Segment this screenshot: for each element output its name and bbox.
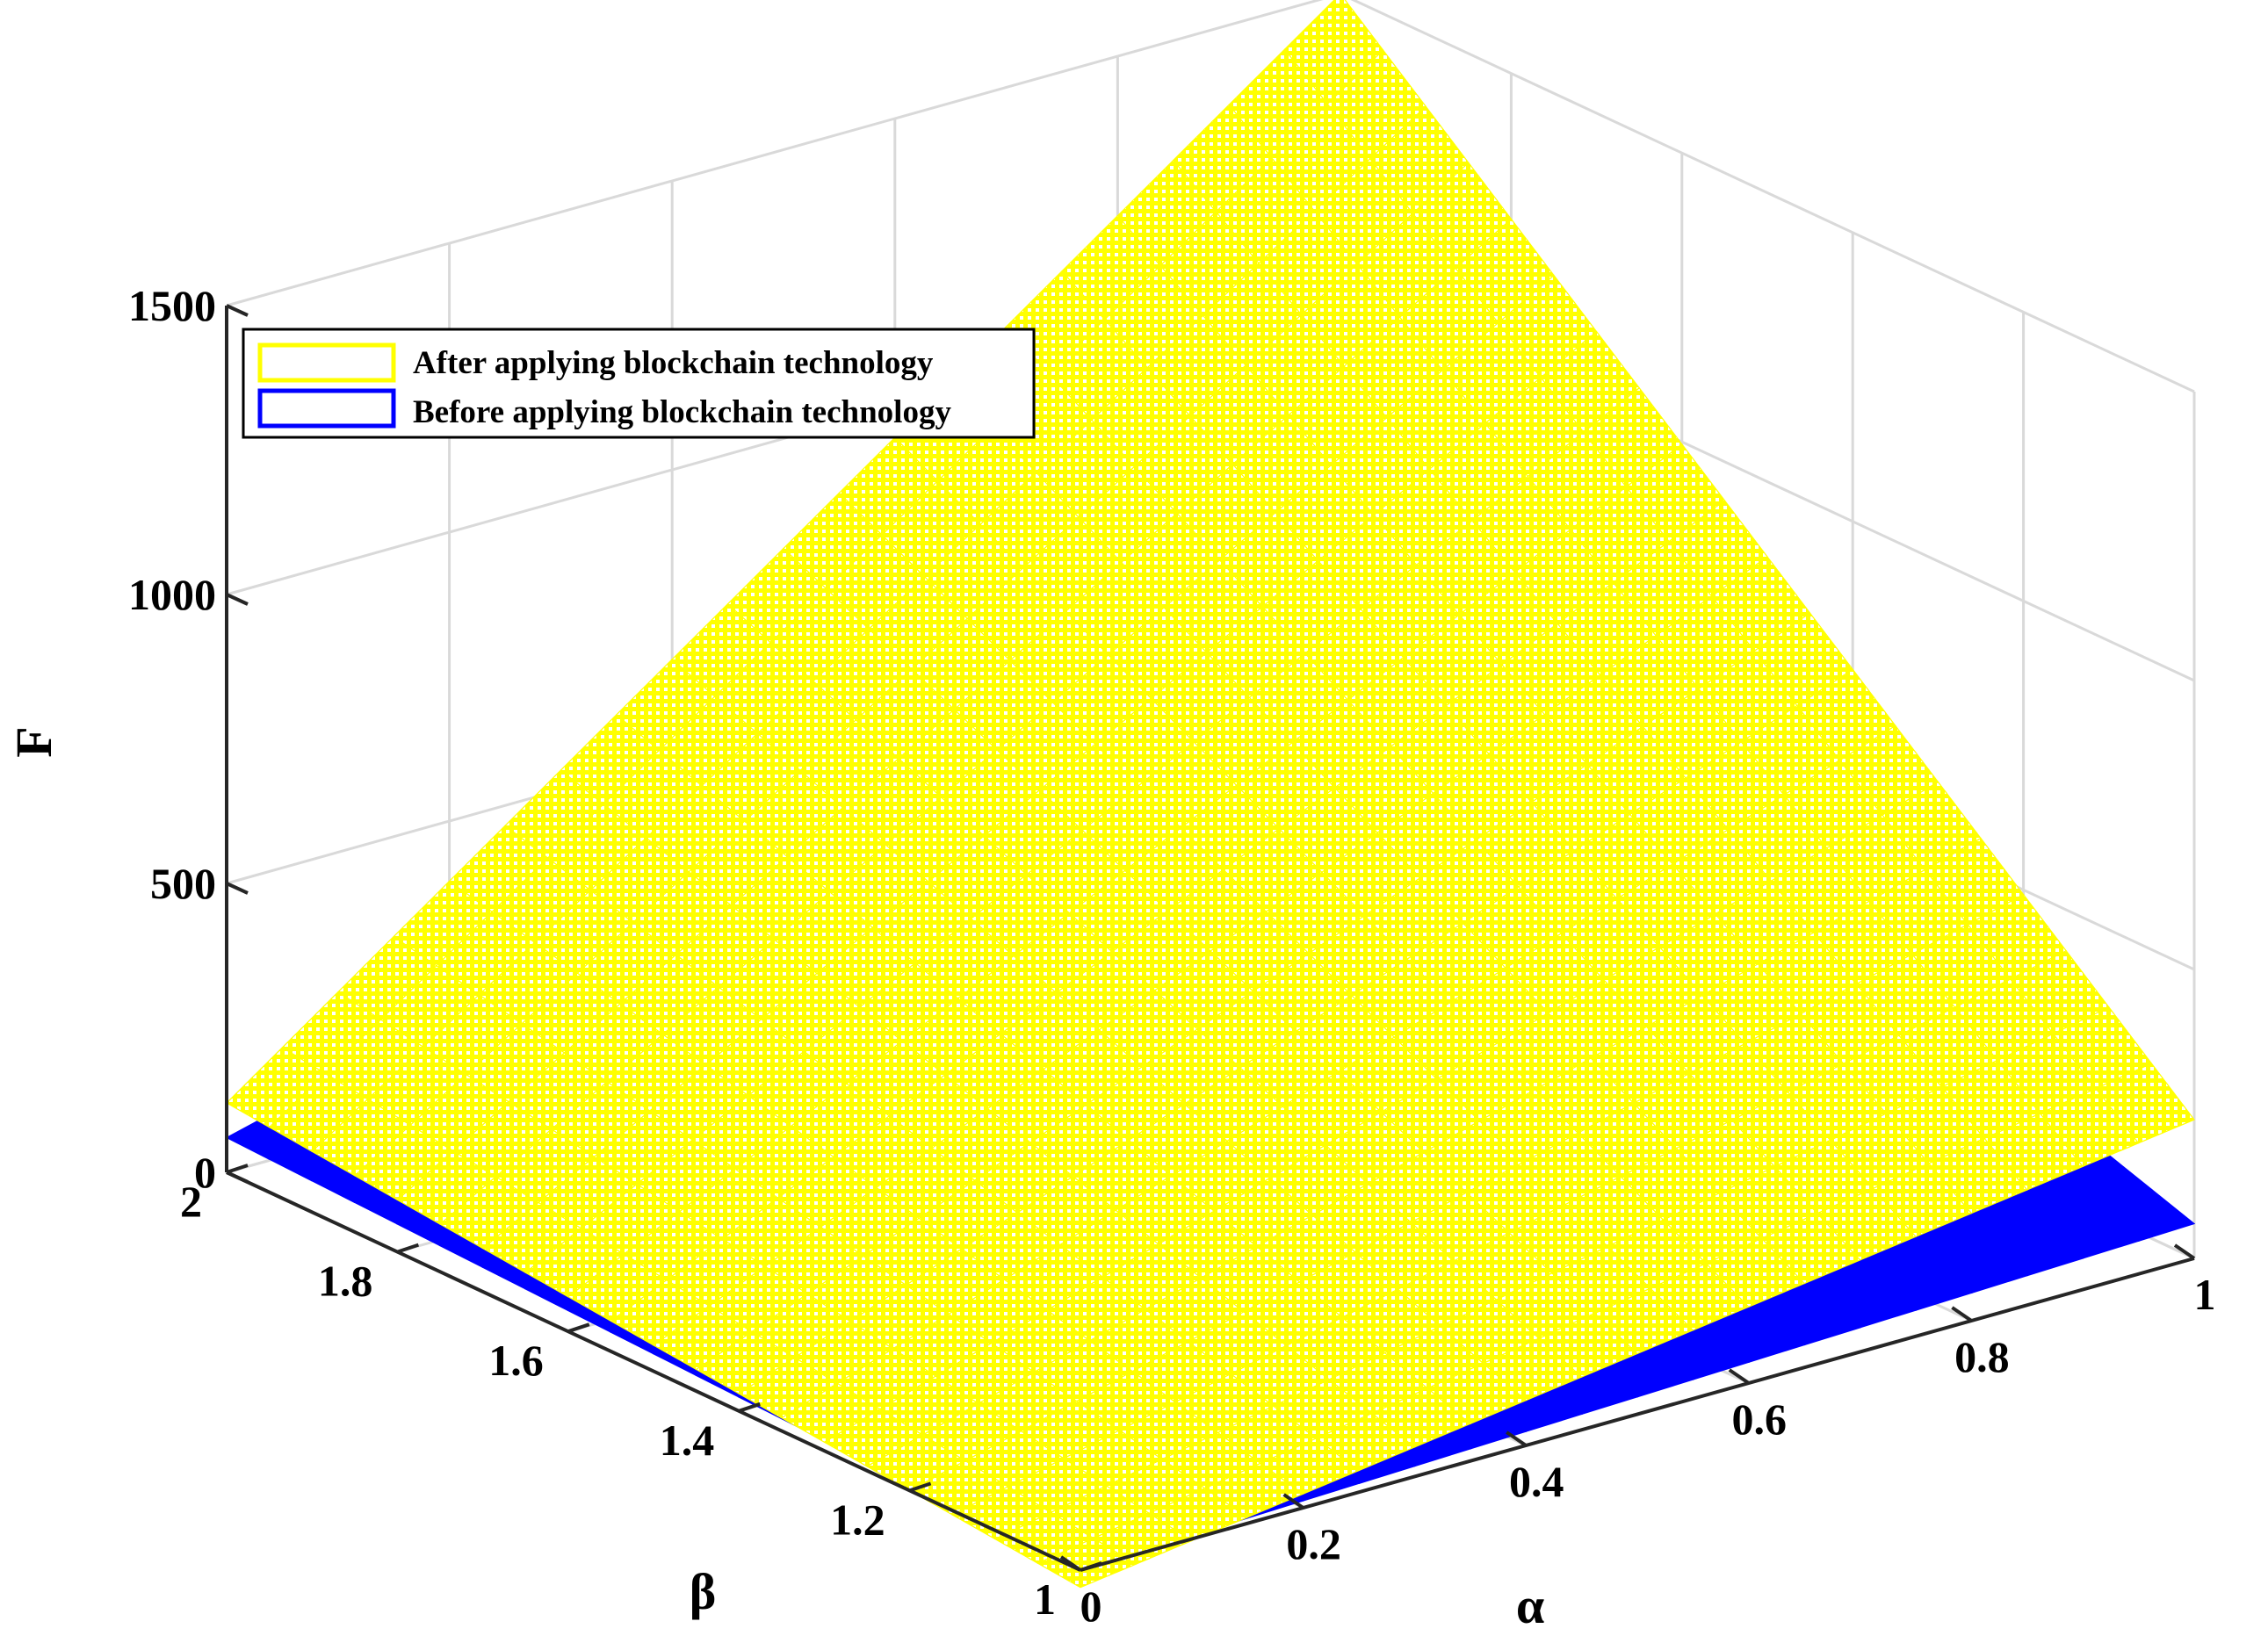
grid-line — [1350, 0, 2195, 393]
x-tick-label: 0.2 — [1286, 1519, 1341, 1568]
y-tick-label: 1.6 — [488, 1336, 544, 1385]
z-tick-label: 1500 — [128, 281, 216, 330]
x-tick-label: 1 — [2194, 1270, 2216, 1319]
y-axis-label: β — [690, 1563, 717, 1620]
legend-swatch-before — [257, 388, 396, 429]
y-tick — [1080, 1561, 1102, 1572]
z-tick-label: 0 — [194, 1148, 216, 1197]
z-tick — [226, 1171, 249, 1184]
x-axis-label: α — [1516, 1577, 1544, 1634]
x-axis-line — [1080, 1257, 2195, 1572]
x-tick — [1951, 1306, 1973, 1322]
surfaces — [225, 0, 2196, 1589]
x-tick-label: 0.8 — [1954, 1332, 2010, 1381]
axes — [225, 304, 2196, 1572]
z-tick — [226, 882, 249, 895]
legend-swatch-after — [257, 342, 396, 383]
legend-label-after: After applying blockchain technology — [413, 345, 934, 381]
y-tick — [226, 1164, 249, 1174]
y-axis-line — [226, 1171, 1081, 1572]
x-tick — [1506, 1430, 1528, 1447]
y-tick — [567, 1322, 590, 1334]
legend: After applying blockchain technology Bef… — [242, 328, 1036, 439]
y-tick-label: 1.8 — [318, 1257, 373, 1306]
x-tick-label: 0.4 — [1509, 1457, 1564, 1506]
surface-patch — [1283, 0, 1384, 105]
grid-line — [226, 0, 1324, 307]
surface-after-blockchain — [226, 0, 2195, 1589]
z-tick — [226, 304, 249, 317]
y-tick — [738, 1402, 761, 1413]
z-tick-label: 1000 — [128, 570, 216, 619]
y-tick — [396, 1243, 420, 1254]
y-tick-label: 1.4 — [660, 1416, 715, 1465]
legend-label-before: Before applying blockchain technology — [413, 394, 951, 430]
y-tick — [908, 1481, 932, 1493]
z-tick — [226, 593, 249, 606]
z-tick-label: 500 — [150, 859, 216, 908]
x-tick-label: 0.6 — [1732, 1394, 1788, 1444]
y-tick-label: 1.2 — [830, 1495, 885, 1544]
x-tick — [1728, 1368, 1750, 1385]
x-tick-label: 0 — [1080, 1582, 1102, 1631]
x-tick — [2173, 1243, 2196, 1260]
y-tick-label: 2 — [180, 1177, 202, 1226]
x-tick — [1059, 1555, 1082, 1572]
tick-labels: 0 500 1000 1500 0 0.2 0.4 0.6 0.8 1 1 1.2 1.4 1.6 1.8 2 — [128, 281, 2216, 1631]
y-tick-label: 1 — [1034, 1575, 1056, 1624]
x-tick — [1282, 1493, 1304, 1510]
z-axis-label: F — [5, 726, 62, 757]
